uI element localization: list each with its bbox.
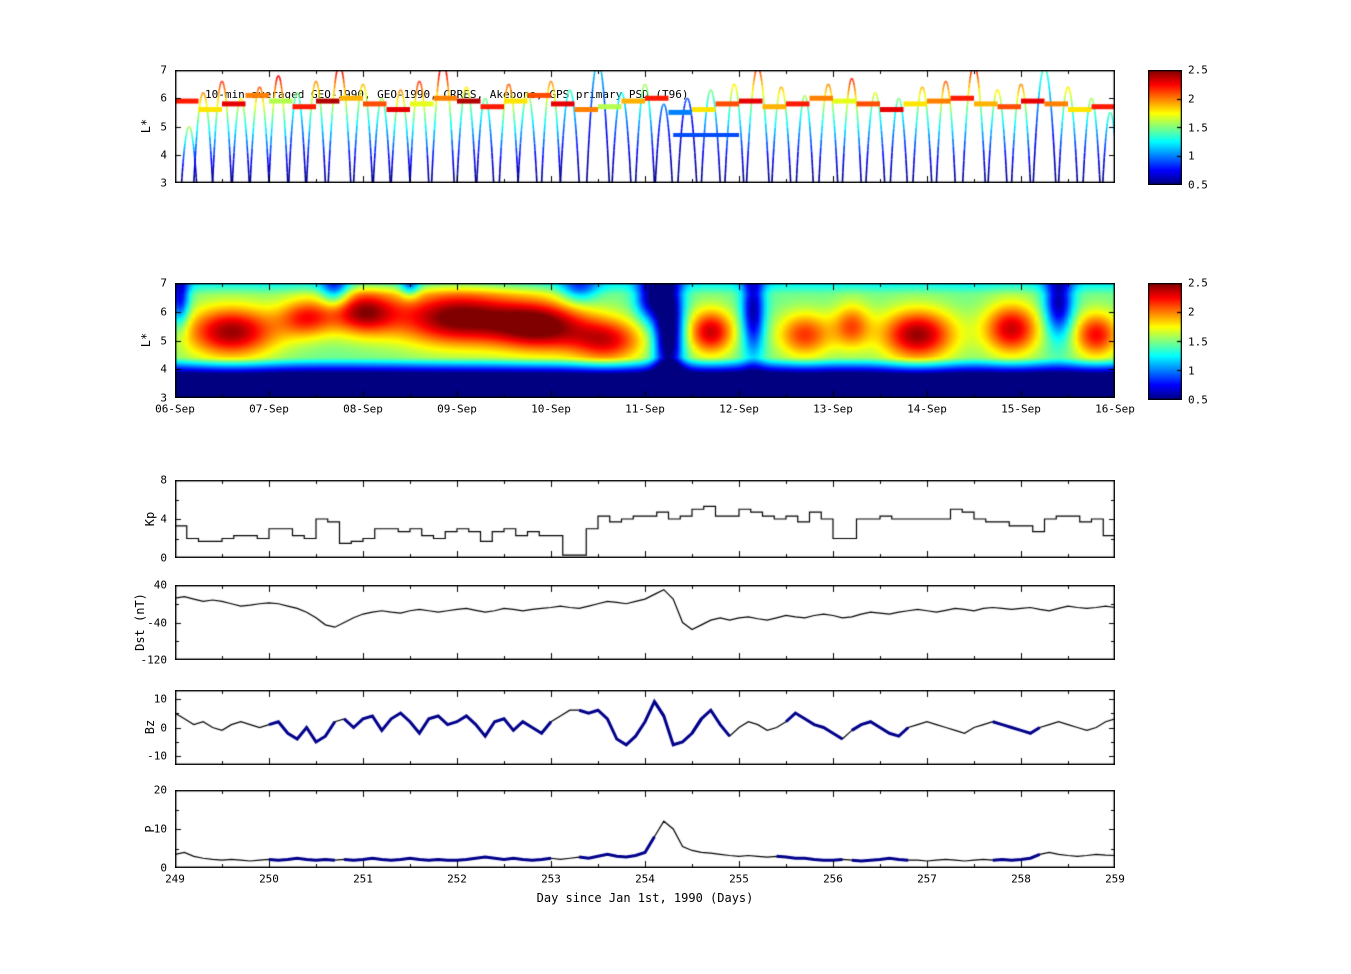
tick-label: 40 <box>153 578 167 592</box>
tick-label: -40 <box>147 616 167 629</box>
dst-index-plot <box>175 585 1115 660</box>
tick-label: 1.5 <box>1188 121 1208 134</box>
psd-heatmap-plot <box>175 283 1115 398</box>
tick-label: 0 <box>160 551 167 565</box>
dst-ylabel: Dst (nT) <box>133 593 147 651</box>
tick-label: 7 <box>160 276 167 290</box>
tick-label: 0 <box>160 861 167 875</box>
kp-ylabel: Kp <box>143 511 157 527</box>
tick-label: 3 <box>160 176 167 190</box>
tick-label: 15-Sep <box>1001 402 1041 416</box>
kp-index-plot <box>175 480 1115 558</box>
tick-label: 249 <box>165 872 185 886</box>
tick-label: 4 <box>160 148 167 162</box>
tick-label: 251 <box>353 872 373 886</box>
tick-label: 12-Sep <box>719 402 759 416</box>
tick-label: 2 <box>1188 92 1195 106</box>
panel1-ylabel: L* <box>139 118 153 134</box>
tick-label: 11-Sep <box>625 402 665 416</box>
tick-label: 6 <box>160 91 167 105</box>
tick-label: 3 <box>160 391 167 405</box>
tick-label: 10-Sep <box>531 402 571 416</box>
tick-label: 5 <box>160 120 167 133</box>
tick-label: 4 <box>160 362 167 376</box>
colorbar-bottom <box>1148 283 1182 400</box>
colorbar-top <box>1148 70 1182 185</box>
tick-label: 13-Sep <box>813 402 853 416</box>
tick-label: 5 <box>160 334 167 347</box>
tick-label: 2.5 <box>1188 63 1208 77</box>
tick-label: 09-Sep <box>437 402 477 416</box>
tick-label: 256 <box>823 872 843 886</box>
solar-wind-pressure-plot <box>175 790 1115 868</box>
tick-label: 2 <box>1188 305 1195 319</box>
tick-label: -120 <box>140 653 168 667</box>
tick-label: 254 <box>635 872 655 886</box>
tick-label: 6 <box>160 305 167 319</box>
tick-label: 7 <box>160 63 167 77</box>
tick-label: 255 <box>729 872 749 886</box>
panel2-ylabel: L* <box>139 332 153 348</box>
bz-imf-plot <box>175 690 1115 765</box>
tick-label: 20 <box>153 783 167 797</box>
tick-label: 06-Sep <box>155 402 195 416</box>
tick-label: 08-Sep <box>343 402 383 416</box>
psd-satellite-passes-plot <box>175 70 1115 183</box>
tick-label: 253 <box>541 872 561 886</box>
tick-label: 258 <box>1011 872 1031 886</box>
tick-label: 2.5 <box>1188 276 1208 290</box>
tick-label: 07-Sep <box>249 402 289 416</box>
tick-label: 1 <box>1188 364 1195 378</box>
tick-label: 10 <box>153 692 167 706</box>
tick-label: 259 <box>1105 872 1125 886</box>
tick-label: 0 <box>160 721 167 734</box>
bz-ylabel: Bz <box>143 719 157 735</box>
tick-label: 8 <box>160 473 167 487</box>
tick-label: 1.5 <box>1188 335 1208 348</box>
tick-label: 14-Sep <box>907 402 947 416</box>
tick-label: -10 <box>147 749 167 763</box>
tick-label: 10 <box>153 822 167 836</box>
tick-label: 4 <box>160 512 167 526</box>
tick-label: 1 <box>1188 149 1195 163</box>
tick-label: 250 <box>259 872 279 886</box>
x-axis-label: Day since Jan 1st, 1990 (Days) <box>536 891 754 905</box>
tick-label: 252 <box>447 872 467 886</box>
tick-label: 16-Sep <box>1095 402 1135 416</box>
tick-label: 0.5 <box>1188 178 1208 192</box>
tick-label: 257 <box>917 872 937 886</box>
tick-label: 0.5 <box>1188 393 1208 407</box>
